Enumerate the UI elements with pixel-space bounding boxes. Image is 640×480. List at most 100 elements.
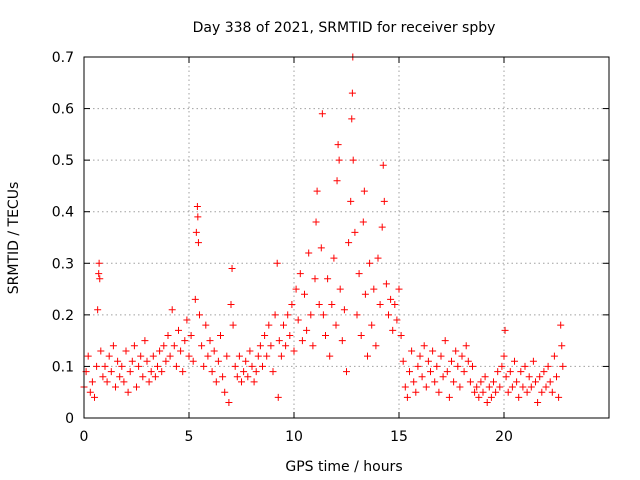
data-point (338, 337, 346, 345)
data-point (193, 203, 201, 211)
data-point (238, 378, 245, 386)
data-point (204, 352, 212, 360)
data-point (534, 399, 542, 407)
data-point (307, 311, 315, 319)
x-tick-label: 5 (185, 429, 194, 445)
data-point (124, 388, 132, 396)
data-point (347, 197, 355, 205)
data-point (324, 275, 332, 283)
data-point (273, 259, 281, 267)
data-point (437, 352, 445, 360)
data-point (387, 295, 395, 303)
data-point (212, 378, 220, 386)
data-point (309, 342, 317, 350)
data-point (93, 362, 101, 370)
data-point (380, 197, 388, 205)
data-point (372, 342, 380, 350)
data-point (120, 378, 128, 386)
data-point (240, 368, 248, 376)
data-point (348, 115, 356, 123)
data-point (395, 285, 403, 293)
data-point (348, 89, 356, 97)
data-point (525, 373, 533, 381)
data-point (456, 383, 464, 391)
data-point (267, 342, 275, 350)
data-point (294, 316, 302, 324)
data-point (391, 301, 399, 309)
data-point (156, 347, 164, 355)
data-point (370, 285, 378, 293)
data-point (418, 373, 426, 381)
data-point (99, 373, 107, 381)
data-point (406, 368, 413, 376)
data-point (492, 388, 500, 396)
data-point (210, 347, 218, 355)
data-point (379, 161, 387, 169)
data-point (317, 244, 325, 252)
data-point (508, 383, 516, 391)
data-point (473, 383, 481, 391)
data-point (179, 368, 187, 376)
data-point (458, 352, 466, 360)
data-point (506, 368, 514, 376)
data-point (504, 388, 512, 396)
data-point (271, 311, 279, 319)
data-point (403, 393, 411, 401)
data-point (105, 352, 113, 360)
data-point (103, 378, 111, 386)
data-point (219, 373, 227, 381)
data-point (319, 311, 327, 319)
data-point (334, 141, 342, 149)
data-point (95, 270, 103, 278)
data-point (431, 378, 439, 386)
data-point (177, 347, 185, 355)
data-point (511, 357, 518, 365)
data-point (151, 373, 159, 381)
data-point (555, 393, 563, 401)
data-point (133, 383, 140, 391)
data-point (196, 311, 203, 319)
data-point (114, 357, 122, 365)
data-point (86, 388, 94, 396)
data-point (168, 306, 176, 314)
data-point (235, 352, 243, 360)
data-point (357, 331, 365, 339)
data-point (397, 331, 405, 339)
data-point (250, 378, 258, 386)
data-point (546, 378, 554, 386)
data-point (96, 275, 104, 283)
data-point (359, 218, 367, 226)
data-point (494, 368, 502, 376)
data-point (229, 321, 237, 329)
y-tick-label: 0.7 (52, 50, 74, 66)
data-point (376, 301, 384, 309)
data-point (284, 311, 292, 319)
data-point (538, 388, 546, 396)
data-point (292, 285, 300, 293)
data-point (513, 378, 521, 386)
data-point (332, 321, 340, 329)
data-point (107, 368, 115, 376)
data-point (542, 383, 550, 391)
data-point (91, 393, 98, 401)
data-point (360, 187, 368, 195)
data-point (517, 368, 525, 376)
data-point (355, 270, 363, 278)
data-point (97, 347, 105, 355)
data-point (189, 357, 197, 365)
data-point (330, 254, 338, 262)
data-point (366, 259, 374, 267)
data-point (242, 357, 250, 365)
data-point (471, 388, 479, 396)
data-point (464, 357, 472, 365)
data-point (553, 373, 560, 381)
data-point (496, 383, 504, 391)
data-point (175, 326, 182, 334)
data-point (198, 342, 206, 350)
data-point (277, 352, 285, 360)
data-point (502, 373, 510, 381)
plot-frame (83, 56, 610, 419)
data-point (443, 368, 451, 376)
x-tick-label: 20 (495, 429, 513, 445)
data-point (259, 362, 266, 370)
